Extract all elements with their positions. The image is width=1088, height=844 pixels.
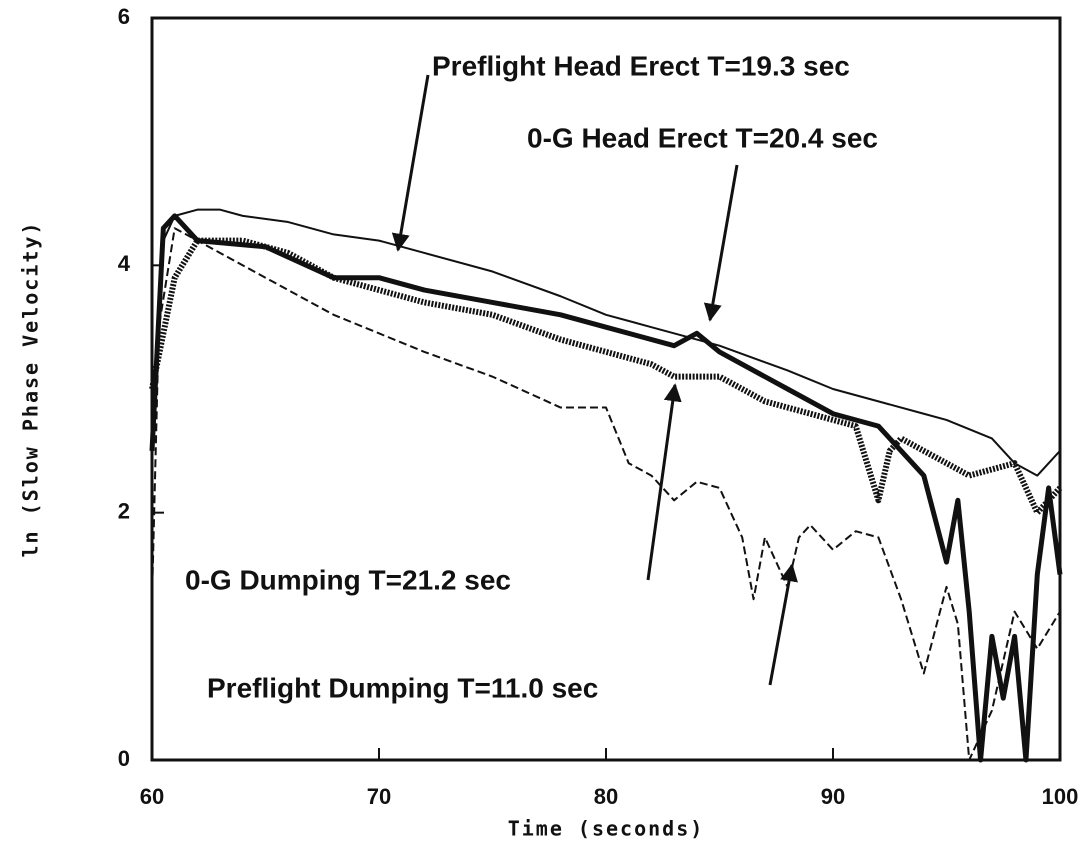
x-tick-label: 90: [821, 784, 845, 809]
x-tick-label: 80: [594, 784, 618, 809]
series-label: 0-G Dumping T=21.2 sec: [185, 564, 511, 595]
y-tick-label: 4: [118, 251, 131, 276]
x-tick-label: 60: [140, 784, 164, 809]
series-line: [151, 227, 1061, 761]
series-line: [151, 208, 1061, 477]
y-tick-label: 0: [118, 746, 130, 771]
arrow: [391, 74, 430, 252]
series-line: [149, 237, 1063, 516]
series-label: Preflight Dumping T=11.0 sec: [207, 672, 598, 703]
x-tick-label: 70: [367, 784, 391, 809]
arrow: [646, 383, 682, 581]
series-label: Preflight Head Erect T=19.3 sec: [432, 50, 850, 81]
x-tick-label: 100: [1042, 784, 1079, 809]
y-tick-label: 2: [118, 498, 130, 523]
x-axis-label: Time (seconds): [508, 817, 705, 841]
arrow: [703, 164, 739, 322]
y-axis-label: ln (Slow Phase Velocity): [19, 221, 43, 558]
y-tick-label: 6: [118, 4, 130, 29]
series-label: 0-G Head Erect T=20.4 sec: [527, 122, 878, 153]
